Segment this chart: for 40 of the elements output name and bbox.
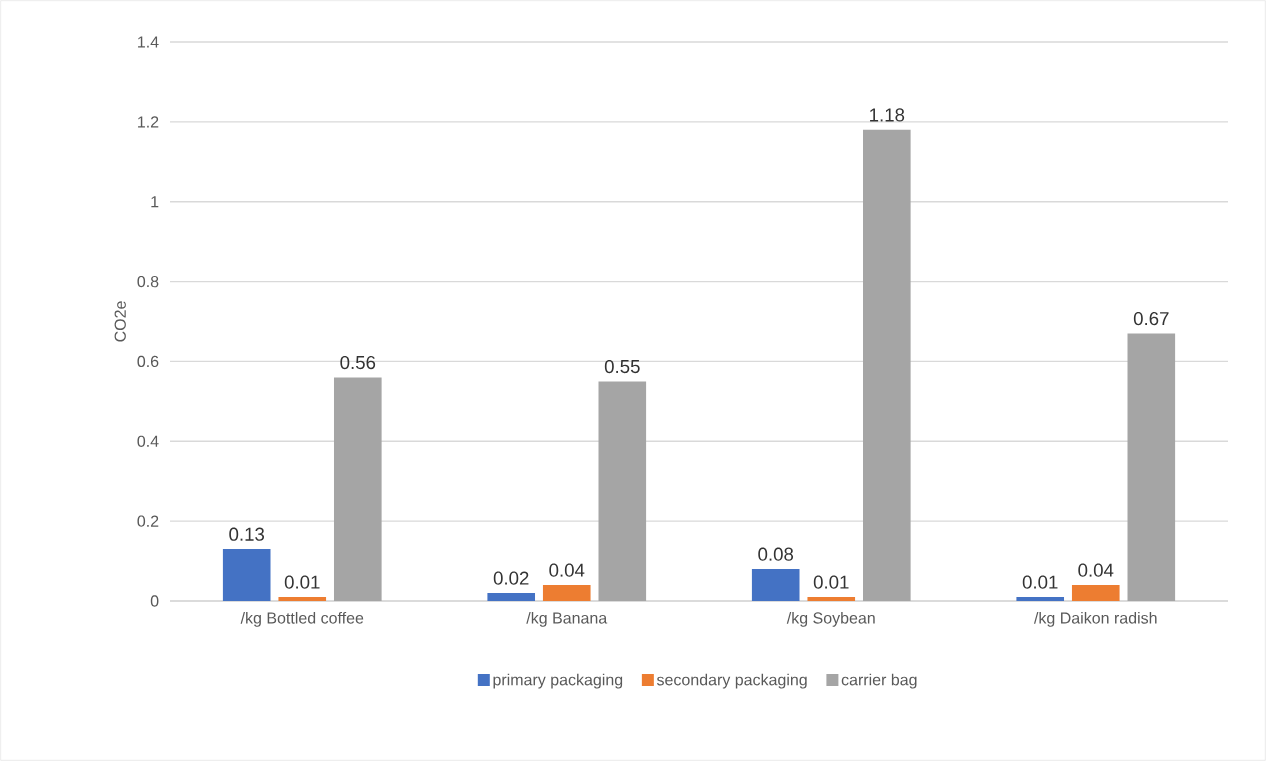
x-tick-label: /kg Bottled coffee [240, 611, 364, 627]
legend-label: secondary packaging [656, 673, 807, 689]
bar [278, 597, 327, 601]
bar [222, 549, 271, 601]
data-label: 0.67 [1133, 311, 1169, 326]
data-label: 0.01 [284, 575, 320, 589]
bar [807, 597, 856, 601]
y-tick-label: 1.2 [138, 116, 159, 128]
bar [598, 381, 647, 601]
y-axis-title: CO2e [114, 301, 126, 342]
data-label: 0.01 [813, 575, 849, 589]
data-label: 0.04 [549, 563, 585, 577]
bar [542, 585, 591, 601]
data-label: 1.18 [870, 108, 905, 122]
y-tick-label: 0.2 [137, 515, 159, 527]
bar [1127, 333, 1176, 601]
bar [334, 377, 382, 601]
bar [1071, 585, 1120, 601]
y-tick-label: 0.4 [137, 435, 159, 447]
bar [1016, 597, 1065, 601]
bar [863, 129, 911, 601]
data-label: 0.02 [493, 571, 529, 585]
legend-label: carrier bag [841, 673, 917, 689]
y-tick-label: 0.6 [137, 355, 159, 368]
y-tick-label: 1.4 [138, 36, 159, 48]
bar [487, 593, 536, 601]
x-tick-label: /kg Soybean [786, 611, 875, 627]
bar [751, 569, 800, 601]
legend-label: primary packaging [493, 673, 623, 689]
x-tick-label: /kg Banana [526, 611, 608, 627]
data-label: 0.04 [1078, 563, 1114, 577]
data-label: 0.56 [340, 355, 376, 370]
data-label: 0.01 [1022, 575, 1058, 589]
data-label: 0.13 [229, 527, 265, 541]
x-tick-label: /kg Daikon radish [1033, 611, 1157, 627]
data-label: 0.55 [604, 359, 640, 374]
y-tick-label: 0 [150, 595, 159, 607]
y-tick-label: 0.8 [137, 275, 159, 288]
data-label: 0.08 [758, 547, 794, 561]
y-tick-label: 1 [151, 196, 159, 208]
